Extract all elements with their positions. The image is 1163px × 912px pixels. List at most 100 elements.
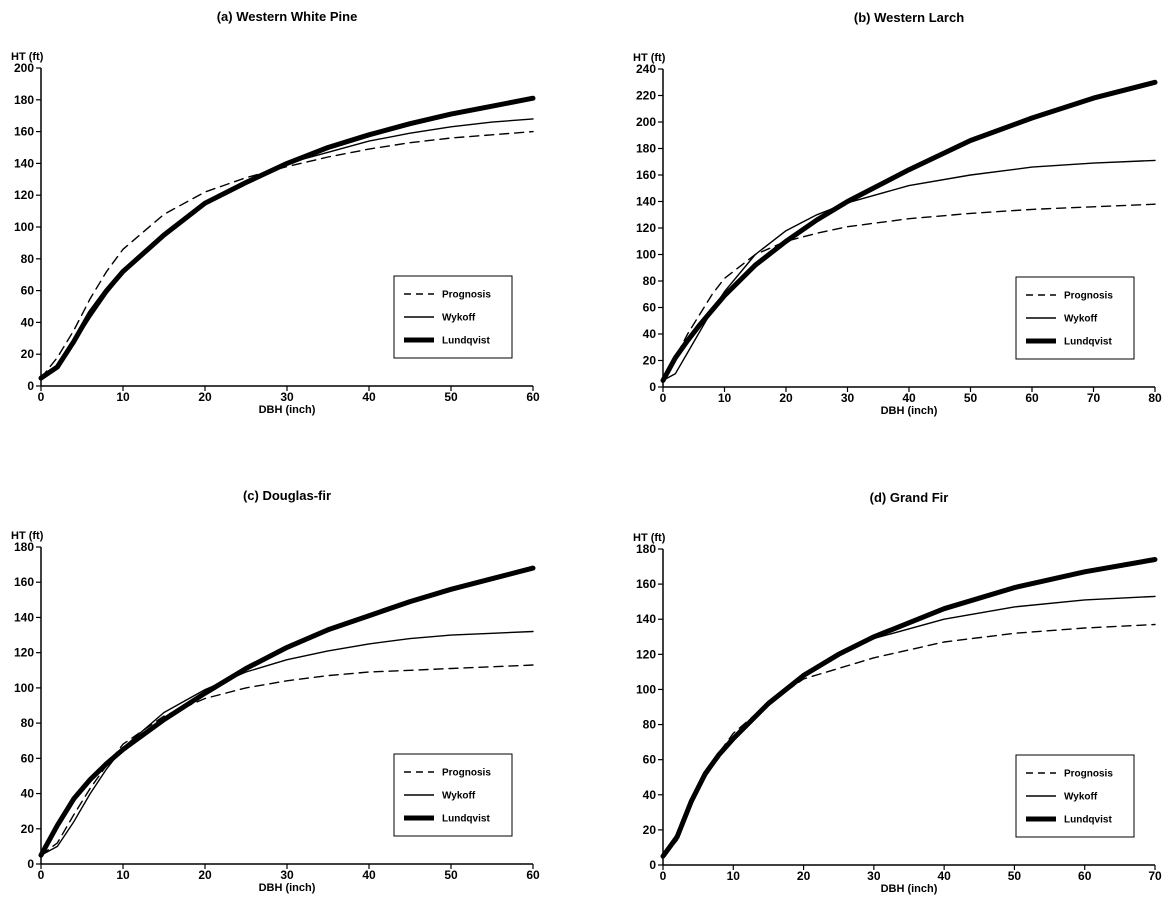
y-tick-label: 120 <box>636 647 656 661</box>
y-tick-label: 160 <box>636 168 656 182</box>
x-tick-label: 0 <box>38 390 45 404</box>
legend-label-wykoff: Wykoff <box>1064 314 1098 325</box>
y-tick-label: 120 <box>636 221 656 235</box>
legend: Prognosis Wykoff Lundqvist <box>393 753 513 837</box>
chart-panel-1: (a) Western White Pine HT (ft) DBH (inch) 0… <box>11 9 540 416</box>
legend-label-prognosis: Prognosis <box>442 290 491 301</box>
series-prognosis-line <box>40 130 534 379</box>
x-tick-label: 0 <box>660 869 667 883</box>
x-tick-label: 30 <box>280 868 294 882</box>
chart-title: (c) Douglas-fir <box>243 488 331 503</box>
legend-label-prognosis: Prognosis <box>1064 769 1113 780</box>
legend: Prognosis Wykoff Lundqvist <box>1015 754 1135 838</box>
legend-label-lundqvist: Lundqvist <box>1064 815 1112 826</box>
x-tick-label: 40 <box>902 391 916 405</box>
y-tick-label: 40 <box>643 327 657 341</box>
y-axis-label: HT (ft) <box>633 52 666 64</box>
legend-label-lundqvist: Lundqvist <box>1064 337 1112 348</box>
x-tick-label: 20 <box>198 390 212 404</box>
x-tick-label: 20 <box>779 391 793 405</box>
y-tick-label: 220 <box>636 89 656 103</box>
x-tick-label: 30 <box>280 390 294 404</box>
legend-label-lundqvist: Lundqvist <box>442 336 490 347</box>
x-tick-label: 50 <box>964 391 978 405</box>
y-tick-label: 60 <box>643 301 657 315</box>
y-tick-label: 40 <box>21 787 35 801</box>
y-tick-label: 180 <box>636 542 656 556</box>
x-tick-label: 50 <box>1008 869 1022 883</box>
y-tick-label: 100 <box>14 220 34 234</box>
x-tick-label: 50 <box>444 868 458 882</box>
chart-title: (a) Western White Pine <box>217 9 358 24</box>
x-axis-label: DBH (inch) <box>259 404 316 416</box>
x-tick-label: 50 <box>444 390 458 404</box>
chart-panel-2: (b) Western Larch HT (ft) DBH (inch) 0 20 40 6… <box>633 10 1162 417</box>
y-tick-label: 100 <box>636 248 656 262</box>
series-lundqvist-line <box>38 95 536 381</box>
legend-label-wykoff: Wykoff <box>1064 792 1098 803</box>
y-tick-label: 0 <box>649 858 656 872</box>
y-tick-label: 120 <box>14 188 34 202</box>
y-tick-label: 20 <box>643 354 657 368</box>
y-tick-label: 20 <box>21 822 35 836</box>
x-tick-label: 80 <box>1148 391 1162 405</box>
y-tick-label: 100 <box>14 681 34 695</box>
y-tick-label: 200 <box>636 115 656 129</box>
y-tick-label: 140 <box>636 612 656 626</box>
legend-label-prognosis: Prognosis <box>442 768 491 779</box>
x-axis-label: DBH (inch) <box>881 883 938 895</box>
series-wykoff-line <box>662 159 1156 382</box>
x-tick-label: 0 <box>660 391 667 405</box>
x-axis-label: DBH (inch) <box>259 882 316 894</box>
y-tick-label: 180 <box>14 93 34 107</box>
legend-label-wykoff: Wykoff <box>442 791 476 802</box>
y-tick-label: 120 <box>14 646 34 660</box>
series-lundqvist-line <box>660 79 1158 383</box>
y-tick-label: 0 <box>27 379 34 393</box>
y-tick-label: 200 <box>14 61 34 75</box>
legend-label-lundqvist: Lundqvist <box>442 814 490 825</box>
y-tick-label: 140 <box>14 156 34 170</box>
series-prognosis-line <box>40 664 534 856</box>
y-tick-label: 60 <box>21 751 35 765</box>
x-tick-label: 60 <box>1025 391 1039 405</box>
y-tick-label: 80 <box>643 718 657 732</box>
series-lundqvist-line <box>660 557 1158 859</box>
y-tick-label: 160 <box>636 577 656 591</box>
chart-panel-4: (d) Grand Fir HT (ft) DBH (inch) 0 20 40 60 80 1… <box>633 490 1162 895</box>
series-prognosis-line <box>662 203 1156 382</box>
x-tick-label: 0 <box>38 868 45 882</box>
x-tick-label: 70 <box>1087 391 1101 405</box>
y-tick-label: 240 <box>636 62 656 76</box>
y-tick-label: 140 <box>14 610 34 624</box>
y-tick-label: 40 <box>643 788 657 802</box>
legend-label-prognosis: Prognosis <box>1064 291 1113 302</box>
chart-title: (d) Grand Fir <box>870 490 949 505</box>
y-tick-label: 0 <box>649 380 656 394</box>
y-tick-label: 80 <box>643 274 657 288</box>
x-tick-label: 10 <box>718 391 732 405</box>
y-tick-label: 160 <box>14 575 34 589</box>
x-tick-label: 40 <box>362 390 376 404</box>
x-tick-label: 60 <box>526 868 540 882</box>
x-tick-label: 20 <box>198 868 212 882</box>
x-axis-label: DBH (inch) <box>881 405 938 417</box>
x-tick-label: 30 <box>867 869 881 883</box>
y-tick-label: 60 <box>21 284 35 298</box>
y-tick-label: 180 <box>636 142 656 156</box>
y-tick-label: 180 <box>14 540 34 554</box>
chart-panel-3: (c) Douglas-fir HT (ft) DBH (inch) 0 20 40 60 8… <box>11 488 540 894</box>
y-tick-label: 40 <box>21 315 35 329</box>
x-tick-label: 40 <box>362 868 376 882</box>
y-tick-label: 100 <box>636 682 656 696</box>
x-tick-label: 30 <box>841 391 855 405</box>
legend: Prognosis Wykoff Lundqvist <box>1015 276 1135 360</box>
x-tick-label: 70 <box>1148 869 1162 883</box>
legend-label-wykoff: Wykoff <box>442 313 476 324</box>
x-tick-label: 10 <box>727 869 741 883</box>
x-tick-label: 10 <box>116 868 130 882</box>
y-tick-label: 20 <box>21 347 35 361</box>
y-tick-label: 60 <box>643 753 657 767</box>
x-tick-label: 60 <box>1078 869 1092 883</box>
